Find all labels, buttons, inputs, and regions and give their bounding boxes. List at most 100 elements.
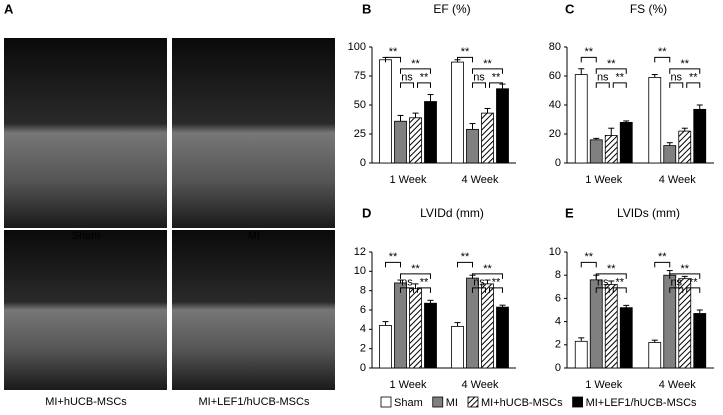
significance-label: ns xyxy=(597,72,609,84)
y-tick-label: 6 xyxy=(360,304,366,316)
chart-title: LVIDd (mm) xyxy=(420,206,484,220)
chart-title: EF (%) xyxy=(433,2,470,16)
significance-label: ** xyxy=(584,251,593,263)
significance-bracket xyxy=(457,261,473,268)
y-tick-label: 2 xyxy=(555,339,561,351)
error-bar xyxy=(499,304,506,308)
error-bar xyxy=(623,120,630,123)
error-bar xyxy=(608,280,615,285)
bar xyxy=(481,112,494,164)
error-bar xyxy=(397,114,404,122)
significance-bracket xyxy=(686,82,701,88)
y-tick-label: 0 xyxy=(360,362,366,374)
bar xyxy=(394,282,407,369)
chart-title: LVIDs (mm) xyxy=(617,206,680,220)
significance-bracket xyxy=(400,68,431,74)
bar xyxy=(394,120,407,164)
bar xyxy=(451,61,464,164)
legend-swatch xyxy=(432,396,444,408)
legend-swatch xyxy=(467,396,479,408)
significance-label: ns xyxy=(401,72,413,84)
error-bar xyxy=(608,127,615,136)
significance-bracket xyxy=(580,261,597,268)
image-caption: MI xyxy=(248,230,260,242)
significance-bracket xyxy=(489,287,503,293)
significance-bracket xyxy=(612,287,627,293)
significance-bracket xyxy=(595,68,627,74)
x-tick-label: 4 Week xyxy=(659,174,697,186)
y-tick-label: 10 xyxy=(549,246,561,258)
image-caption: MI+hUCB-MSCs xyxy=(45,396,127,408)
y-tick-label: 80 xyxy=(549,41,561,53)
x-tick-label: 4 Week xyxy=(461,379,499,391)
panel-label: E xyxy=(565,205,574,220)
bar xyxy=(574,340,588,369)
panel-label: A xyxy=(4,1,14,16)
error-bar xyxy=(382,321,389,326)
bar xyxy=(604,135,618,164)
significance-bracket xyxy=(385,261,401,268)
error-bar xyxy=(427,94,434,102)
significance-label: ns xyxy=(473,72,485,84)
y-tick-label: 6 xyxy=(555,292,561,304)
image-caption: Sham xyxy=(72,230,101,242)
significance-label: ** xyxy=(411,58,420,70)
significance-label: ** xyxy=(689,72,698,84)
significance-label: ns xyxy=(401,277,413,289)
bar xyxy=(496,306,509,369)
y-tick-label: 60 xyxy=(549,70,561,82)
significance-bracket xyxy=(669,68,701,74)
bar xyxy=(409,288,422,369)
image-caption: MI+LEF1/hUCB-MSCs xyxy=(199,396,310,408)
error-bar xyxy=(469,123,476,130)
significance-label: ** xyxy=(411,263,420,275)
significance-label: ** xyxy=(461,251,470,263)
significance-bracket xyxy=(400,82,414,88)
panel-label: B xyxy=(362,1,371,16)
error-bar xyxy=(412,283,419,289)
bar xyxy=(619,307,633,369)
error-bar xyxy=(397,279,404,283)
error-bar xyxy=(578,68,585,75)
significance-label: ** xyxy=(607,263,616,275)
significance-label: ** xyxy=(680,263,689,275)
x-tick-label: 4 Week xyxy=(659,379,697,391)
y-tick-label: 4 xyxy=(555,316,561,328)
significance-label: ** xyxy=(461,46,470,58)
error-bar xyxy=(651,74,658,78)
significance-label: ** xyxy=(492,277,501,289)
bar xyxy=(589,279,603,369)
bar xyxy=(678,130,692,164)
significance-label: ** xyxy=(615,277,624,289)
x-tick-label: 4 Week xyxy=(461,174,499,186)
significance-label: ** xyxy=(584,46,593,58)
significance-label: ns xyxy=(670,72,682,84)
bar xyxy=(466,128,479,164)
bar xyxy=(409,117,422,164)
significance-bracket xyxy=(669,287,684,293)
significance-label: ** xyxy=(689,277,698,289)
significance-bracket xyxy=(472,273,503,279)
significance-bracket xyxy=(417,82,431,88)
bar xyxy=(693,108,707,164)
error-bar xyxy=(696,104,703,110)
significance-bracket xyxy=(654,261,671,268)
legend-swatch xyxy=(572,396,583,408)
significance-bracket xyxy=(472,68,503,74)
significance-label: ns xyxy=(670,277,682,289)
error-bar xyxy=(484,279,491,284)
bar xyxy=(379,59,392,164)
y-tick-label: 40 xyxy=(549,99,561,111)
y-tick-label: 8 xyxy=(555,269,561,281)
significance-bracket xyxy=(595,82,610,88)
panel-label: C xyxy=(565,1,575,16)
significance-bracket xyxy=(580,56,597,63)
y-tick-label: 0 xyxy=(555,157,561,169)
bar xyxy=(619,122,633,164)
bar xyxy=(589,139,603,164)
error-bar xyxy=(681,275,688,279)
error-bar xyxy=(578,337,585,342)
y-tick-label: 0 xyxy=(360,157,366,169)
legend-label: Sham xyxy=(394,397,423,409)
y-tick-label: 100 xyxy=(348,41,366,53)
